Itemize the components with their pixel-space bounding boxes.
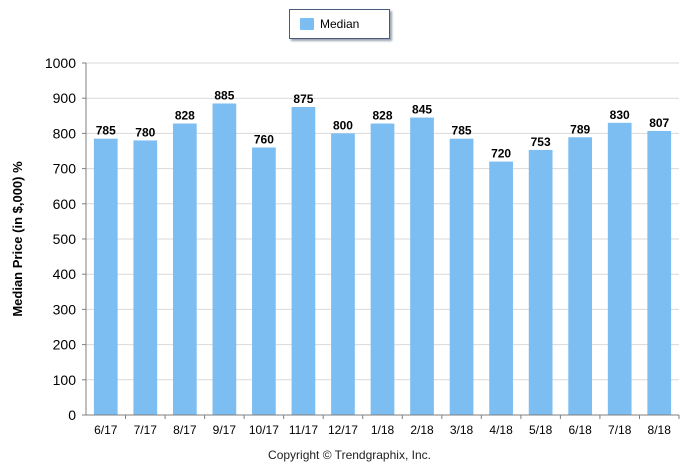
bar-8-17 bbox=[172, 123, 197, 415]
data-label: 807 bbox=[649, 116, 669, 130]
y-tick-label: 600 bbox=[53, 196, 77, 212]
data-label: 845 bbox=[412, 103, 432, 117]
bar-3-18 bbox=[449, 138, 474, 415]
y-tick-label: 1000 bbox=[45, 55, 76, 71]
x-tick-label: 7/18 bbox=[608, 423, 632, 437]
bar-4-18 bbox=[489, 161, 513, 415]
legend: Median bbox=[289, 9, 390, 39]
bar-10-17 bbox=[252, 147, 276, 416]
x-tick-label: 5/18 bbox=[529, 423, 553, 437]
bars bbox=[93, 103, 672, 416]
y-tick-label: 700 bbox=[53, 161, 77, 177]
y-axis-ticks: 0 100 200 300 400 500 600 700 800 900 1000 bbox=[45, 55, 86, 423]
data-label: 828 bbox=[175, 109, 195, 123]
data-label: 720 bbox=[491, 147, 511, 161]
bar-5-18 bbox=[528, 149, 553, 415]
bar-11-17 bbox=[291, 107, 316, 415]
x-tick-label: 6/18 bbox=[568, 423, 592, 437]
x-tick-label: 11/17 bbox=[289, 423, 318, 437]
x-tick-label: 10/17 bbox=[249, 423, 279, 437]
data-label: 885 bbox=[214, 88, 234, 102]
data-label: 780 bbox=[135, 125, 155, 139]
y-axis-title: Median Price (in $,000) % bbox=[10, 161, 25, 317]
y-tick-label: 800 bbox=[53, 125, 77, 141]
legend-label-median: Median bbox=[320, 17, 360, 31]
bar-12-17 bbox=[331, 133, 355, 415]
x-tick-label: 8/17 bbox=[173, 423, 197, 437]
y-tick-label: 400 bbox=[53, 266, 77, 282]
legend-swatch bbox=[300, 18, 314, 30]
data-labels: 785 780 828 885 760 875 800 828 845 785 720 753 789 8… bbox=[96, 88, 670, 160]
y-tick-label: 300 bbox=[53, 301, 77, 317]
data-label: 753 bbox=[531, 135, 551, 149]
bar-9-17 bbox=[212, 103, 237, 415]
x-tick-label: 9/17 bbox=[213, 423, 237, 437]
bar-6-18 bbox=[568, 137, 593, 415]
x-axis-ticks: 6/17 7/17 8/17 9/17 10/17 11/17 12/17 1/18 2/18 3… bbox=[94, 415, 680, 437]
x-tick-label: 1/18 bbox=[371, 423, 395, 437]
copyright-text: Copyright © Trendgraphix, Inc. bbox=[268, 448, 431, 462]
data-label: 800 bbox=[333, 118, 353, 132]
data-label: 785 bbox=[452, 124, 472, 138]
x-tick-label: 12/17 bbox=[328, 423, 358, 437]
y-tick-label: 500 bbox=[53, 231, 77, 247]
x-tick-label: 6/17 bbox=[94, 423, 118, 437]
data-label: 875 bbox=[293, 92, 313, 106]
y-tick-label: 100 bbox=[53, 372, 77, 388]
data-label: 830 bbox=[610, 108, 630, 122]
y-tick-label: 0 bbox=[68, 407, 76, 423]
y-tick-label: 200 bbox=[53, 337, 77, 353]
x-tick-label: 4/18 bbox=[489, 423, 513, 437]
x-tick-label: 2/18 bbox=[410, 423, 434, 437]
x-tick-label: 8/18 bbox=[648, 423, 672, 437]
data-label: 828 bbox=[372, 109, 392, 123]
bar-8-18 bbox=[647, 130, 672, 415]
bar-6-17 bbox=[93, 138, 118, 415]
y-tick-label: 900 bbox=[53, 90, 77, 106]
x-tick-label: 3/18 bbox=[450, 423, 474, 437]
bar-7-18 bbox=[607, 122, 632, 415]
bar-1-18 bbox=[370, 123, 395, 415]
x-tick-label: 7/17 bbox=[134, 423, 158, 437]
data-label: 785 bbox=[96, 124, 116, 138]
bar-7-17 bbox=[133, 140, 158, 415]
data-label: 789 bbox=[570, 122, 590, 136]
bar-2-18 bbox=[410, 117, 434, 415]
data-label: 760 bbox=[254, 132, 274, 146]
